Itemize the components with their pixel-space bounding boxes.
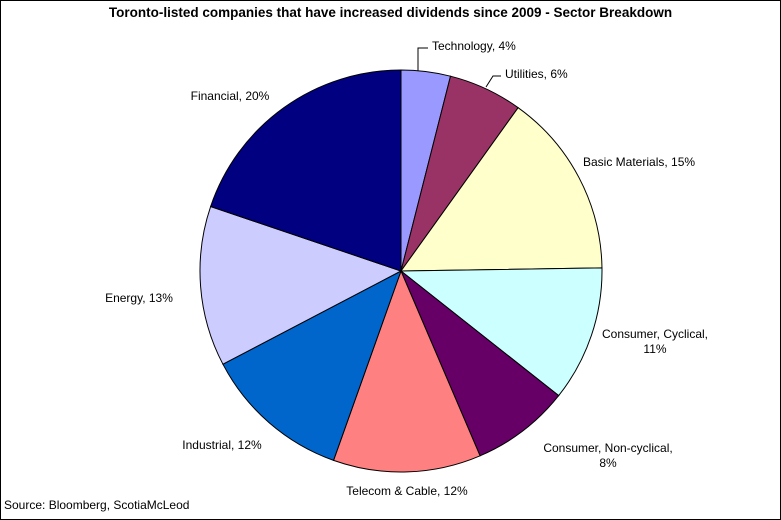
slice-label: Financial, 20% <box>191 89 270 103</box>
slice-label: Consumer, Cyclical, 11% <box>602 327 708 356</box>
pie-slice <box>209 69 402 272</box>
pie-slice <box>400 106 603 272</box>
slice-label: Energy, 13% <box>105 291 173 305</box>
slice-label: Basic Materials, 15% <box>583 155 695 169</box>
slice-label: Industrial, 12% <box>182 438 262 452</box>
slice-label: Telecom & Cable, 12% <box>346 484 468 498</box>
pie-slice <box>199 205 403 365</box>
pie-slice <box>400 270 560 457</box>
slice-label: Utilities, 6% <box>505 67 568 81</box>
slice-label: Consumer, Non-cyclical, 8% <box>543 441 672 470</box>
leader-line <box>417 47 428 71</box>
chart-title: Toronto-listed companies that have incre… <box>108 5 673 20</box>
leader-line <box>485 75 501 88</box>
source-note: Source: Bloomberg, ScotiaMcLeod <box>4 498 190 512</box>
pie-slice <box>222 269 402 461</box>
pie-slice <box>332 269 481 473</box>
slice-label: Technology, 4% <box>432 39 516 53</box>
pie-slice <box>399 267 603 397</box>
